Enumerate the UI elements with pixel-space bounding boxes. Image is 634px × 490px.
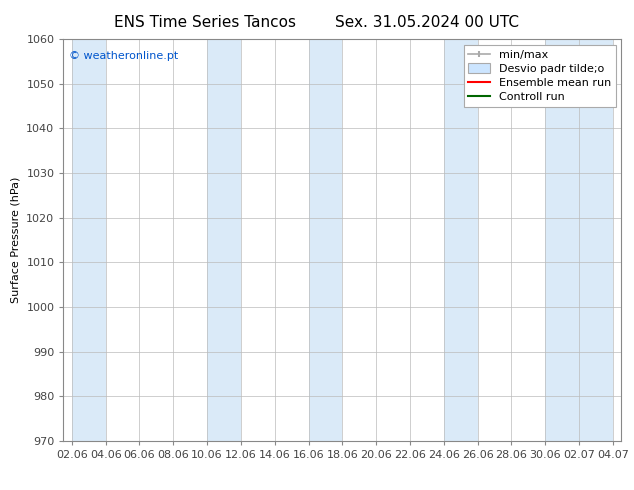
Bar (72, 39, 106, 441)
Bar (545, 39, 613, 441)
Text: © weatheronline.pt: © weatheronline.pt (69, 51, 178, 61)
Bar (444, 39, 477, 441)
Bar (207, 39, 241, 441)
Legend: min/max, Desvio padr tilde;o, Ensemble mean run, Controll run: min/max, Desvio padr tilde;o, Ensemble m… (463, 45, 616, 107)
Y-axis label: Surface Pressure (hPa): Surface Pressure (hPa) (11, 177, 21, 303)
Bar (309, 39, 342, 441)
Text: ENS Time Series Tancos        Sex. 31.05.2024 00 UTC: ENS Time Series Tancos Sex. 31.05.2024 0… (115, 15, 519, 30)
